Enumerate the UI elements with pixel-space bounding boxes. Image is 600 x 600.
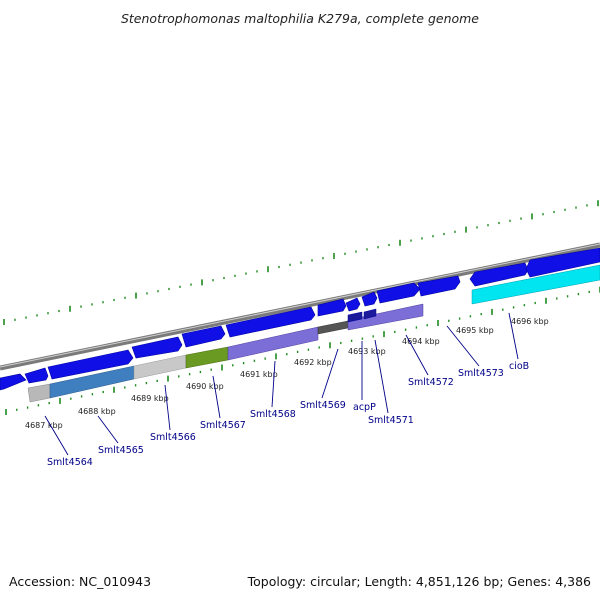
feature-annotation-row [27, 264, 600, 403]
tick-labels: 4687 kbp 4688 kbp 4689 kbp 4690 kbp 4691… [25, 317, 549, 430]
forward-strand-genes [0, 247, 600, 391]
gene-label-smlt4568[interactable]: Smlt4568 [250, 409, 296, 420]
tick-label: 4687 kbp [25, 421, 63, 430]
gene-feature[interactable] [47, 349, 134, 380]
tick-label: 4696 kbp [511, 317, 549, 326]
tick-label: 4690 kbp [186, 382, 224, 391]
tick-label: 4694 kbp [402, 337, 440, 346]
gene-label-smlt4571[interactable]: Smlt4571 [368, 415, 414, 426]
gene-label-smlt4573[interactable]: Smlt4573 [458, 368, 504, 379]
genome-backbone [0, 242, 600, 371]
feature-band [471, 264, 600, 305]
gene-feature[interactable] [0, 373, 27, 391]
gene-feature[interactable] [24, 367, 49, 384]
gene-label-smlt4564[interactable]: Smlt4564 [47, 457, 93, 468]
map-title: Stenotrophomonas maltophilia K279a, comp… [121, 11, 479, 26]
gene-feature[interactable] [345, 297, 361, 312]
gene-feature[interactable] [317, 298, 347, 317]
gene-feature[interactable] [225, 306, 316, 338]
gene-feature[interactable] [376, 282, 421, 304]
gene-label-smlt4565[interactable]: Smlt4565 [98, 445, 144, 456]
tick-label: 4693 kbp [348, 347, 386, 356]
gene-label-smlt4566[interactable]: Smlt4566 [150, 432, 196, 443]
gene-label-ciob[interactable]: cioB [509, 361, 529, 372]
gene-feature[interactable] [525, 247, 600, 278]
gene-labels: Smlt4564 Smlt4565 Smlt4566 Smlt4567 Smlt… [47, 361, 529, 468]
gene-feature[interactable] [131, 336, 183, 359]
tick-label: 4695 kbp [456, 326, 494, 335]
feature-band [363, 308, 377, 320]
tick-label: 4692 kbp [294, 358, 332, 367]
tick-label: 4691 kbp [240, 370, 278, 379]
gene-label-smlt4569[interactable]: Smlt4569 [300, 400, 346, 411]
inner-tick-ring [5, 286, 600, 415]
gene-label-smlt4567[interactable]: Smlt4567 [200, 420, 246, 431]
gene-feature[interactable] [417, 275, 461, 297]
gene-label-smlt4572[interactable]: Smlt4572 [408, 377, 454, 388]
gene-label-acpp[interactable]: acpP [353, 402, 376, 413]
accession-text: Accession: NC_010943 [9, 574, 151, 589]
gene-feature[interactable] [361, 291, 378, 307]
gene-feature[interactable] [181, 325, 226, 348]
feature-band [27, 383, 51, 403]
outer-tick-ring [3, 200, 599, 325]
feature-band [227, 326, 319, 361]
genome-summary-text: Topology: circular; Length: 4,851,126 bp… [247, 574, 591, 589]
tick-label: 4688 kbp [78, 407, 116, 416]
feature-band [347, 311, 363, 323]
gene-leader-lines [44, 312, 519, 456]
feature-band [317, 320, 349, 335]
tick-label: 4689 kbp [131, 394, 169, 403]
feature-band [347, 303, 424, 331]
gene-feature[interactable] [469, 262, 529, 287]
